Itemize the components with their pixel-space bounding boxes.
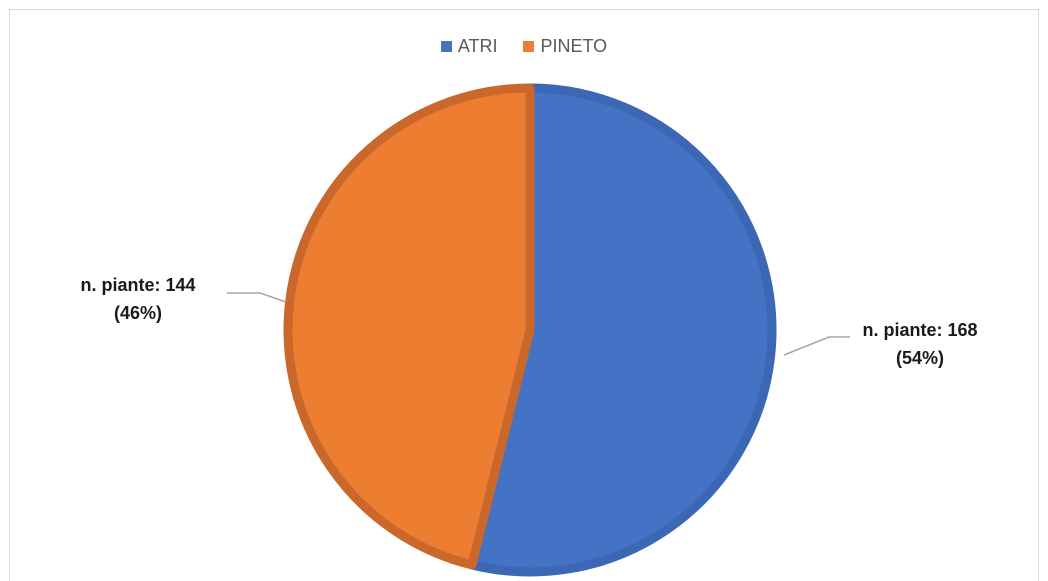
pie-slices [283,83,777,577]
data-labels: n. piante: 168 (54%) n. piante: 144 (46%… [80,275,977,368]
pie-slice-atri[interactable] [467,83,777,577]
legend-label-atri: ATRI [457,36,498,56]
leader-line-atri [783,336,850,356]
legend-item-pineto[interactable]: PINETO [523,36,607,57]
pie-slice-pineto[interactable] [283,83,535,570]
legend-swatch-atri [440,41,452,52]
legend-swatch-pineto [523,41,535,52]
leader-line-pineto [227,292,287,303]
data-label-pineto-percent: (46%) [114,303,162,323]
data-label-atri-count: n. piante: 168 [862,320,977,340]
legend-label-pineto: PINETO [540,36,608,56]
data-label-pineto-count: n. piante: 144 [80,275,195,295]
legend-item-atri[interactable]: ATRI [440,36,498,57]
data-label-atri-percent: (54%) [896,348,944,368]
legend: ATRI PINETO [0,36,1048,57]
